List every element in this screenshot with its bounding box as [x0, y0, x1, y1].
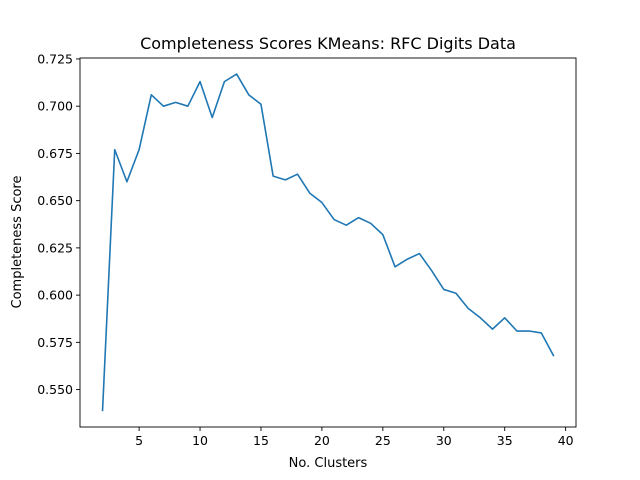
x-tick-label: 25 [375, 433, 391, 448]
x-tick-label: 10 [192, 433, 208, 448]
y-tick-label: 0.625 [37, 240, 73, 255]
y-tick-label: 0.725 [37, 51, 73, 66]
x-tick-label: 30 [436, 433, 452, 448]
y-tick-label: 0.575 [37, 335, 73, 350]
x-tick-label: 40 [558, 433, 574, 448]
y-tick-label: 0.550 [37, 382, 73, 397]
chart-title: Completeness Scores KMeans: RFC Digits D… [140, 34, 516, 53]
series-line-0 [101, 73, 555, 412]
axes-frame [79, 57, 577, 428]
x-tick-label: 20 [314, 433, 330, 448]
y-axis-label: Completeness Score [10, 176, 25, 309]
y-tick-label: 0.675 [37, 146, 73, 161]
y-tick-label: 0.700 [37, 99, 73, 114]
x-axis-label: No. Clusters [289, 456, 368, 471]
y-tick-label: 0.600 [37, 288, 73, 303]
x-tick-label: 15 [253, 433, 269, 448]
x-tick-label: 35 [497, 433, 513, 448]
y-tick-label: 0.650 [37, 193, 73, 208]
plot-area: 5 10 15 20 25 30 35 40 0.550 0.575 0.600 0.625 0.650… [37, 51, 577, 448]
x-tick-label: 5 [135, 433, 143, 448]
